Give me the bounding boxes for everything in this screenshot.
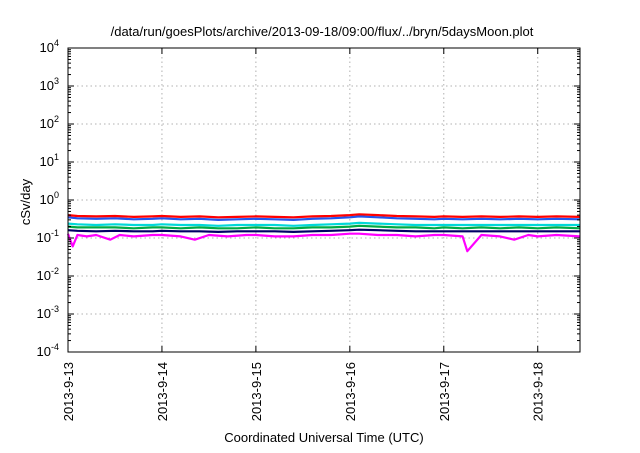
axis-ticks: 10-4 10-3 10-2 10-1 100 101 102 103 104 2013-9-13… <box>37 38 580 421</box>
series-line <box>67 221 580 227</box>
y-tick-label: 10-2 <box>37 266 59 283</box>
x-tick-label: 2013-9-13 <box>61 362 76 421</box>
grid <box>68 48 580 352</box>
x-tick-label: 2013-9-16 <box>343 362 358 421</box>
y-tick-label: 10-4 <box>37 342 59 359</box>
y-tick-label: 103 <box>40 76 59 93</box>
series-group <box>66 213 581 253</box>
series-line <box>67 228 580 233</box>
x-tick-label: 2013-9-18 <box>531 362 546 421</box>
x-axis-label: Coordinated Universal Time (UTC) <box>224 430 423 445</box>
series-line <box>66 232 581 253</box>
chart-title: /data/run/goesPlots/archive/2013-09-18/0… <box>111 24 534 39</box>
y-tick-label: 101 <box>40 152 59 169</box>
y-tick-label: 10-1 <box>37 228 59 245</box>
x-tick-label: 2013-9-17 <box>437 362 452 421</box>
x-tick-label: 2013-9-14 <box>155 362 170 421</box>
x-tick-label: 2013-9-15 <box>249 362 264 421</box>
plot-frame <box>67 47 581 353</box>
series-line <box>67 215 581 221</box>
y-tick-label: 104 <box>40 38 59 55</box>
series-line <box>67 224 581 230</box>
y-axis-label: cSv/day <box>18 178 33 225</box>
y-tick-label: 10-3 <box>37 304 59 321</box>
series-line <box>67 213 581 219</box>
y-tick-label: 100 <box>40 190 59 207</box>
y-tick-label: 102 <box>40 114 59 131</box>
